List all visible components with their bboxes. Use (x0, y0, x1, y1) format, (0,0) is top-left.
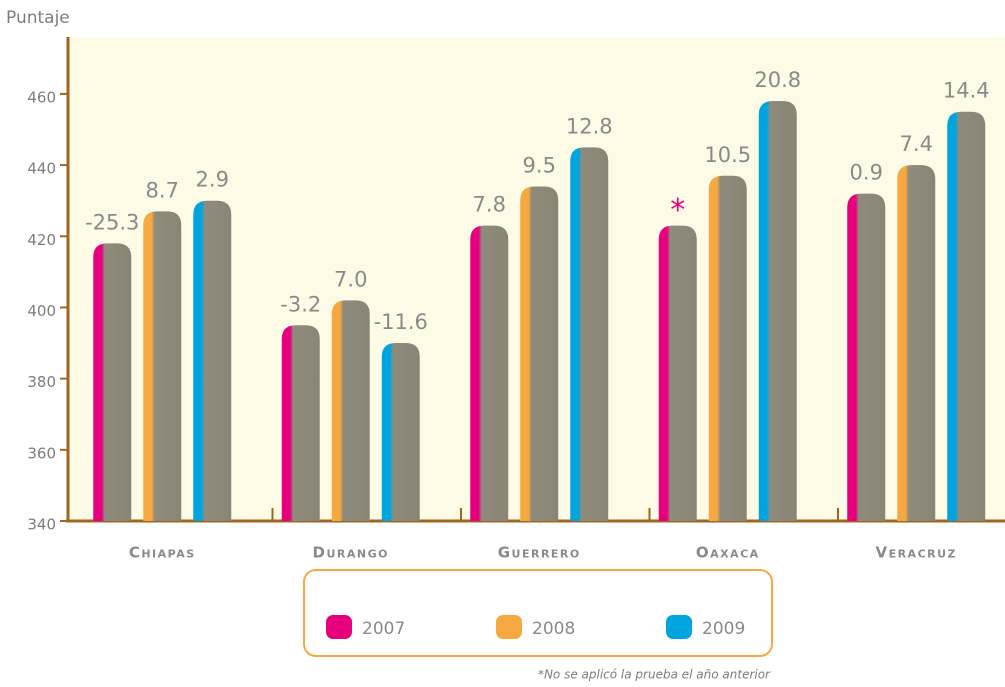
data-label: -25.3 (85, 210, 139, 234)
x-tick-label: Oaxaca (696, 544, 760, 562)
bar (897, 165, 936, 521)
data-label: 7.0 (334, 267, 367, 291)
y-tick-label: 440 (27, 160, 56, 178)
bar (570, 147, 609, 521)
bar (193, 200, 232, 522)
bar (847, 193, 886, 521)
bar (381, 343, 420, 521)
footnote: *No se aplicó la prueba el año anterior (538, 668, 771, 682)
legend-label: 2009 (702, 619, 745, 639)
y-tick-label: 420 (27, 231, 56, 249)
x-tick-label: Veracruz (875, 544, 957, 562)
data-label: 9.5 (523, 153, 556, 177)
legend-swatch (326, 615, 352, 639)
bar (947, 111, 986, 521)
data-label: 2.9 (196, 168, 229, 192)
data-label: -3.2 (280, 292, 321, 316)
y-axis-label: Puntaje (6, 8, 70, 28)
bar (658, 225, 697, 521)
data-label: 8.7 (146, 178, 179, 202)
data-label: 7.4 (900, 132, 933, 156)
y-tick-label: 360 (27, 444, 56, 462)
bar (708, 175, 747, 521)
data-label: 14.4 (943, 79, 990, 103)
data-label: 10.5 (704, 143, 751, 167)
data-label: 12.8 (566, 114, 613, 138)
legend (303, 569, 773, 657)
legend-label: 2008 (532, 619, 575, 639)
bar (331, 300, 370, 521)
x-tick-label: Durango (313, 544, 389, 562)
bar (758, 101, 797, 521)
x-tick-label: Guerrero (498, 544, 581, 562)
bar (93, 243, 132, 522)
data-label: 0.9 (850, 161, 883, 185)
x-tick-label: Chiapas (129, 544, 196, 562)
bar (470, 225, 509, 521)
data-label: 20.8 (754, 68, 801, 92)
bar (520, 186, 559, 521)
y-tick-label: 340 (27, 516, 56, 534)
legend-label: 2007 (362, 619, 405, 639)
y-tick-label: 400 (27, 302, 56, 320)
bar (281, 325, 320, 521)
legend-swatch (666, 615, 692, 639)
y-tick-label: 460 (27, 88, 56, 106)
bar (143, 211, 182, 521)
y-tick-label: 380 (27, 373, 56, 391)
legend-swatch (496, 615, 522, 639)
data-label: 7.8 (473, 193, 506, 217)
data-label: -11.6 (374, 310, 428, 334)
data-label: * (670, 193, 685, 228)
